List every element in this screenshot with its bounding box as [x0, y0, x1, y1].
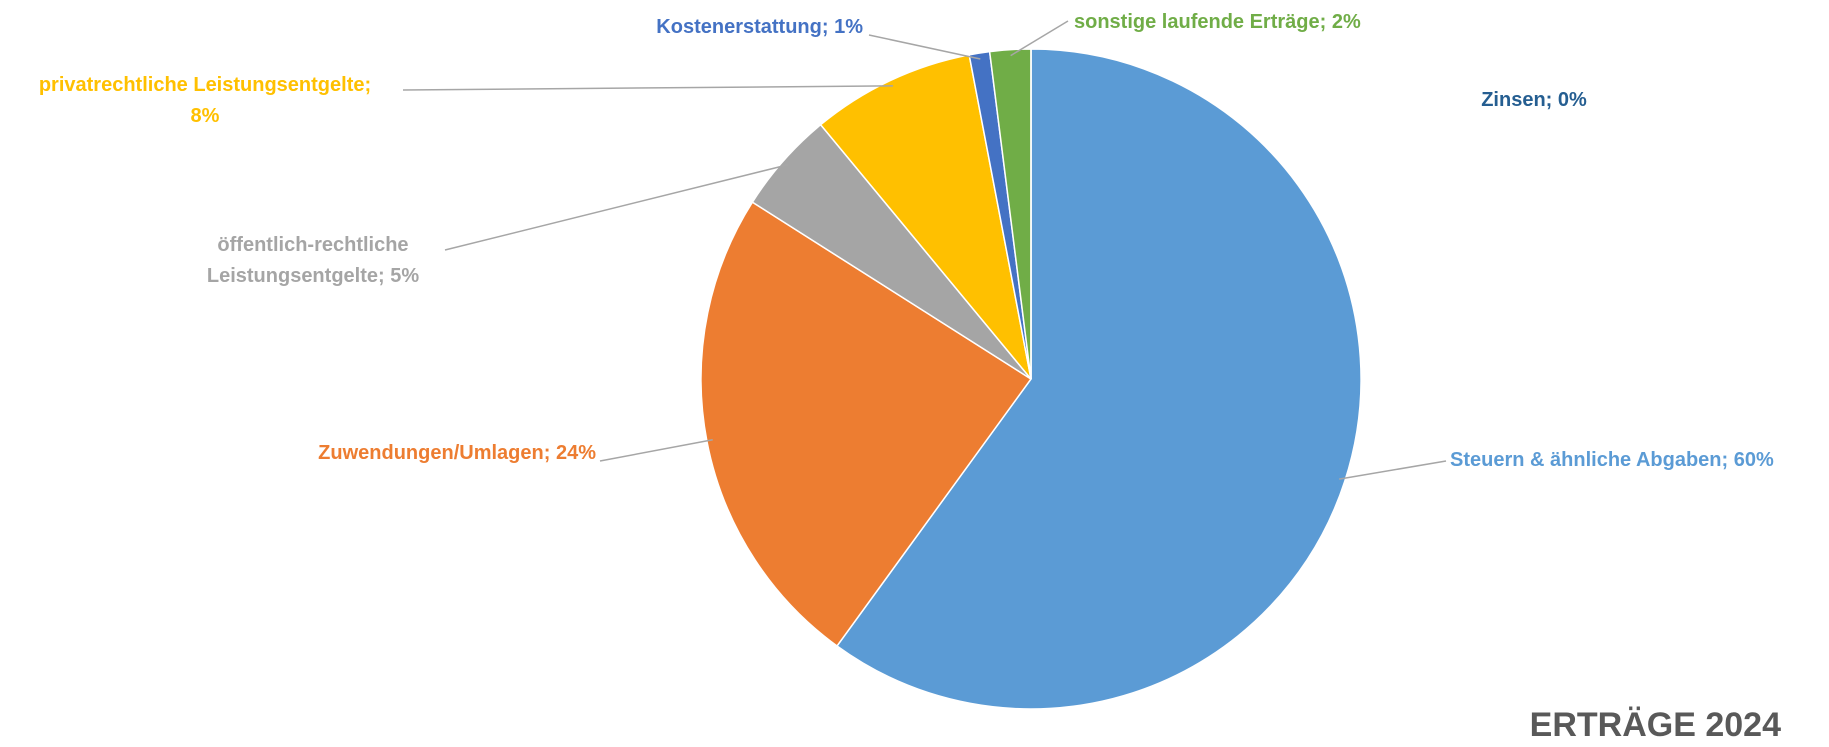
- label-value: 24%: [555, 442, 596, 464]
- label-separator: ;: [821, 16, 829, 38]
- leader-line: [402, 85, 894, 91]
- label-category: Zuwendungen/Umlagen: [318, 442, 544, 464]
- label-category: privatrechtliche Leistungsentgelte: [38, 74, 365, 96]
- label-category: öffentlich-rechtliche Leistungsentgelte: [206, 234, 409, 287]
- label-separator: ;: [378, 265, 385, 287]
- data-label: Steuern & ähnliche Abgaben; 60%: [1450, 445, 1774, 476]
- chart-title: ERTRÄGE 2024: [1529, 706, 1781, 744]
- label-value: 1%: [834, 16, 863, 38]
- data-label: privatrechtliche Leistungsentgelte; 8%: [39, 70, 371, 132]
- label-category: Kostenerstattung: [656, 16, 822, 38]
- label-value: 2%: [1331, 11, 1361, 33]
- data-label: Zuwendungen/Umlagen; 24%: [318, 438, 596, 469]
- label-value: 0%: [1557, 89, 1587, 111]
- label-value: 8%: [190, 105, 220, 127]
- pie-slice: [835, 48, 1362, 710]
- leader-line: [1339, 460, 1447, 480]
- data-label: Kostenerstattung; 1%: [656, 12, 863, 43]
- label-separator: ;: [1545, 89, 1553, 111]
- leader-line: [868, 34, 981, 60]
- data-label: öffentlich-rechtliche Leistungsentgelte;…: [163, 230, 463, 292]
- label-separator: ;: [1319, 11, 1327, 33]
- leader-line: [1010, 20, 1069, 57]
- label-separator: ;: [364, 74, 372, 96]
- label-separator: ;: [1721, 449, 1729, 471]
- leader-line: [599, 438, 713, 462]
- label-category: sonstige laufende Erträge: [1074, 11, 1320, 33]
- data-label: Zinsen; 0%: [1481, 85, 1587, 116]
- label-value: 5%: [390, 265, 420, 287]
- data-label: sonstige laufende Erträge; 2%: [1074, 7, 1361, 38]
- label-category: Steuern & ähnliche Abgaben: [1450, 449, 1722, 471]
- label-separator: ;: [543, 442, 551, 464]
- pie-slice: [819, 53, 1032, 380]
- label-category: Zinsen: [1481, 89, 1546, 111]
- label-value: 60%: [1733, 449, 1774, 471]
- leader-line: [444, 164, 789, 251]
